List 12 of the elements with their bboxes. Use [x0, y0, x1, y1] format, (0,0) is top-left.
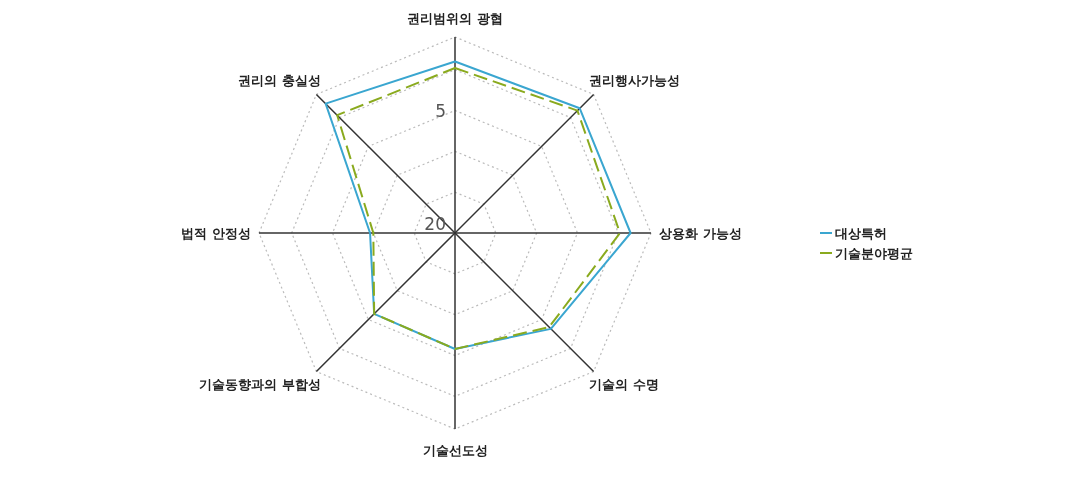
legend-label: 대상특허	[835, 226, 887, 241]
spoke-label: 법적 안정성	[181, 226, 251, 241]
spoke-label: 권리범위의 광협	[407, 11, 503, 26]
spoke-label: 상용화 가능성	[659, 226, 742, 241]
spoke-label: 기술의 수명	[589, 377, 659, 393]
y-tick-label: 20	[424, 214, 446, 234]
spoke-label: 권리의 충실성	[238, 72, 321, 88]
spoke-label: 기술선도성	[422, 443, 488, 458]
legend-label: 기술분야평균	[835, 246, 913, 261]
spoke-label: 기술동향과의 부합성	[199, 377, 321, 393]
y-tick-label: 5	[435, 100, 446, 121]
spoke-label: 권리행사가능성	[589, 72, 681, 88]
